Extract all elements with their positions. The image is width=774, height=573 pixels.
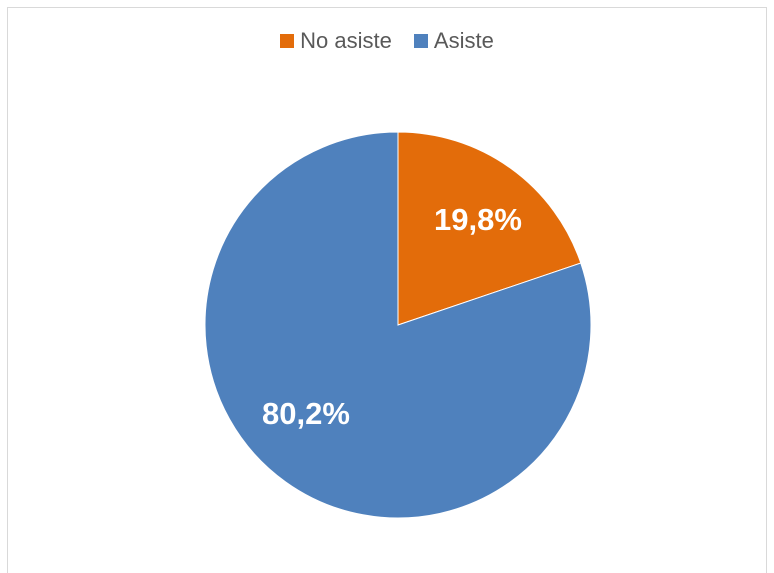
legend-label-no-asiste: No asiste	[300, 28, 392, 53]
pie-slice-asiste	[204, 131, 592, 519]
data-label-no-asiste: 19,8%	[434, 202, 522, 237]
legend-item-no-asiste: No asiste	[280, 28, 392, 54]
data-label-asiste: 80,2%	[262, 396, 350, 431]
legend-label-asiste: Asiste	[433, 28, 494, 53]
legend-swatch-no-asiste	[280, 34, 295, 48]
legend: No asiste Asiste	[0, 28, 774, 54]
pie-slice-no-asiste	[397, 131, 582, 326]
legend-swatch-asiste	[413, 34, 428, 48]
legend-item-asiste: Asiste	[413, 28, 494, 54]
